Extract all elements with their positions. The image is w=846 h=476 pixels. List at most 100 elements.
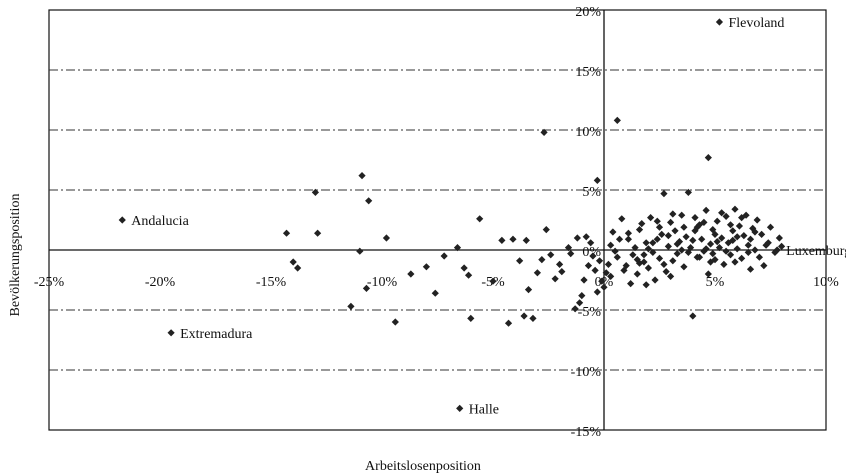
data-point <box>660 260 668 268</box>
data-point <box>456 404 464 412</box>
data-point <box>704 154 712 162</box>
y-tick-label: 20% <box>575 5 601 20</box>
data-point <box>755 253 763 261</box>
data-point <box>602 269 610 277</box>
data-point <box>758 230 766 238</box>
data-point <box>715 18 724 26</box>
data-point <box>706 240 715 248</box>
data-point <box>653 235 661 243</box>
data-point <box>615 235 624 243</box>
data-point <box>604 260 613 268</box>
data-point <box>751 228 759 236</box>
x-tick-label: -15% <box>256 275 287 290</box>
data-point <box>733 245 741 253</box>
data-point <box>655 223 664 231</box>
data-point <box>729 227 737 235</box>
data-point <box>347 302 355 310</box>
data-point <box>664 232 672 240</box>
data-point <box>516 257 524 265</box>
data-point <box>658 230 666 238</box>
data-point <box>551 275 559 283</box>
y-tick-labels: 20% 15% 10% 5% 0% -5% -10% -15% <box>571 5 602 440</box>
y-tick-label: 5% <box>582 185 601 200</box>
data-point <box>407 270 415 278</box>
data-point <box>567 250 575 258</box>
data-point <box>651 276 659 284</box>
y-tick-label: 10% <box>575 125 601 140</box>
y-tick-label: -5% <box>578 305 602 320</box>
data-point <box>362 284 371 292</box>
data-point <box>638 220 646 228</box>
data-point <box>746 265 755 273</box>
data-point <box>629 251 637 259</box>
data-point <box>642 239 650 247</box>
data-point <box>702 245 710 253</box>
data-point <box>693 223 701 231</box>
data-point <box>618 215 626 223</box>
data-point <box>718 209 726 217</box>
data-point <box>726 221 735 229</box>
data-point <box>356 247 364 255</box>
data-point <box>464 271 473 279</box>
data-point <box>713 217 721 225</box>
y-tick-label: 15% <box>575 65 601 80</box>
data-point <box>607 241 615 249</box>
data-point <box>771 248 779 256</box>
data-point <box>504 319 513 327</box>
x-tick-labels: -25%-20%-15%-10%-5%0%5%10% <box>34 275 839 290</box>
data-point <box>609 228 617 236</box>
data-point <box>613 116 621 124</box>
point-annotation: Extremadura <box>180 327 253 342</box>
data-point <box>746 235 755 243</box>
data-point <box>607 272 615 280</box>
data-point <box>580 276 588 284</box>
data-point <box>644 264 652 272</box>
data-point <box>713 238 721 246</box>
data-point <box>733 233 741 241</box>
data-point <box>667 218 675 226</box>
data-point <box>118 216 126 224</box>
data-point <box>655 254 664 262</box>
data-point <box>294 264 302 272</box>
data-point <box>775 234 783 242</box>
data-point <box>669 210 677 218</box>
data-point <box>578 292 586 300</box>
data-point <box>704 270 712 278</box>
data-point <box>282 229 291 237</box>
data-point <box>753 216 761 224</box>
data-point <box>729 236 737 244</box>
data-point <box>731 258 739 266</box>
data-point <box>358 172 366 180</box>
data-point <box>749 224 757 232</box>
data-point <box>524 286 533 294</box>
plot-frame <box>48 9 827 431</box>
data-point <box>538 256 546 264</box>
axes <box>49 10 826 430</box>
data-point <box>587 239 595 247</box>
data-point <box>558 268 566 276</box>
data-point <box>695 253 704 261</box>
data-point <box>311 188 319 196</box>
data-point <box>611 247 619 255</box>
data-point <box>624 229 633 237</box>
data-point <box>738 254 746 262</box>
data-point <box>613 253 621 261</box>
data-point <box>702 206 710 214</box>
annotations: Flevoland Andalucia Extremadura Halle Luxemb… <box>131 16 846 417</box>
point-annotation: Flevoland <box>728 16 784 31</box>
data-point <box>593 176 601 184</box>
x-tick-label: 5% <box>706 275 725 290</box>
data-point <box>649 248 657 256</box>
point-annotation: Halle <box>469 402 499 417</box>
data-point <box>706 258 715 266</box>
data-point <box>547 251 555 259</box>
data-point <box>633 270 641 278</box>
x-tick-label: -10% <box>367 275 398 290</box>
data-point <box>422 263 430 271</box>
data-point <box>529 314 537 322</box>
data-point <box>622 262 630 270</box>
data-point <box>689 312 697 320</box>
data-point <box>520 312 528 320</box>
data-point <box>498 236 506 244</box>
